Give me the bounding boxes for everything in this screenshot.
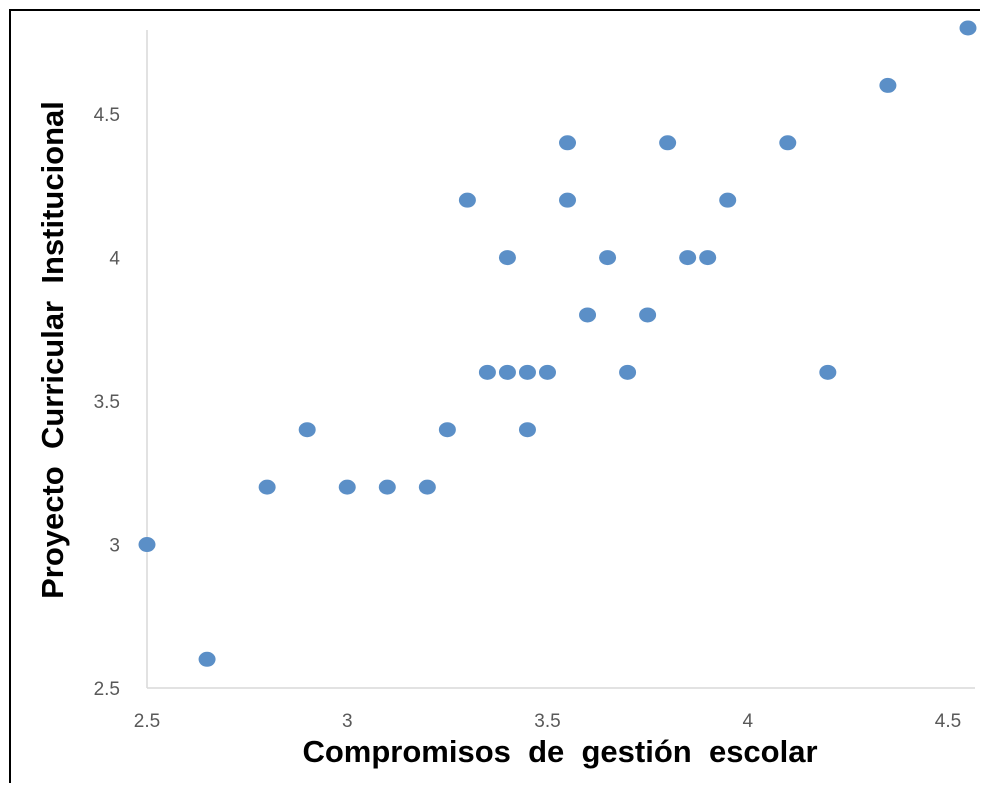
data-point xyxy=(599,250,617,266)
data-point xyxy=(879,77,897,93)
data-point xyxy=(518,364,536,380)
data-point xyxy=(478,364,496,380)
data-point xyxy=(438,422,456,438)
data-point xyxy=(779,135,797,151)
y-tick-label: 3.5 xyxy=(94,392,120,413)
data-point xyxy=(498,364,516,380)
y-tick-label: 4 xyxy=(109,249,120,270)
data-point xyxy=(639,307,657,323)
x-tick-label: 4.5 xyxy=(935,711,961,732)
data-points xyxy=(138,20,977,667)
y-tick-labels: 2.5 3 3.5 4 4.5 xyxy=(94,105,121,700)
data-point xyxy=(138,537,156,553)
data-point xyxy=(498,250,516,266)
x-axis-title: Compromisos de gestión escolar xyxy=(302,734,817,769)
data-point xyxy=(819,364,837,380)
x-tick-label: 3 xyxy=(342,711,353,732)
y-tick-label: 4.5 xyxy=(94,105,120,126)
data-point xyxy=(559,135,577,151)
data-point xyxy=(198,651,216,667)
x-tick-label: 3.5 xyxy=(534,711,560,732)
data-point xyxy=(518,422,536,438)
data-point xyxy=(579,307,597,323)
data-point xyxy=(378,479,396,495)
data-point xyxy=(538,364,556,380)
data-point xyxy=(258,479,276,495)
data-point xyxy=(619,364,637,380)
data-point xyxy=(659,135,677,151)
data-point xyxy=(418,479,436,495)
y-tick-label: 2.5 xyxy=(94,679,120,700)
data-point xyxy=(959,20,977,36)
data-point xyxy=(719,192,737,208)
data-point xyxy=(559,192,577,208)
data-point xyxy=(458,192,476,208)
y-tick-label: 3 xyxy=(109,536,120,557)
chart-frame xyxy=(9,9,980,783)
x-tick-label: 4 xyxy=(742,711,753,732)
y-axis-title: Proyecto Curricular Institucional xyxy=(35,101,70,599)
data-point xyxy=(338,479,356,495)
data-point xyxy=(679,250,697,266)
x-tick-labels: 2.5 3 3.5 4 4.5 xyxy=(134,711,961,732)
data-point xyxy=(298,422,316,438)
data-point xyxy=(699,250,717,266)
x-tick-label: 2.5 xyxy=(134,711,160,732)
